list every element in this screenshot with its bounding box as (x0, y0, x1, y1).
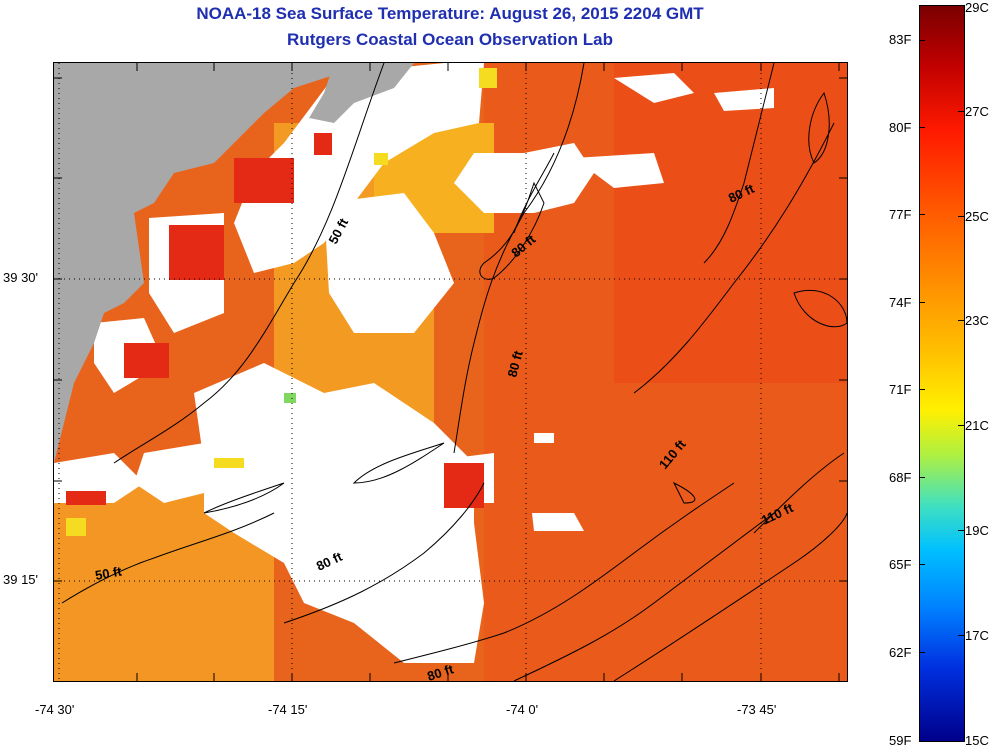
contour-label: 80 ft (425, 661, 456, 681)
colorbar-label-f: 80F (889, 120, 912, 135)
colorbar-label-f: 59F (889, 733, 912, 748)
warm-patch (124, 343, 169, 378)
colorbar-label-c: 17C (965, 628, 989, 643)
warm-hotspots (66, 133, 484, 508)
map-subtitle: Rutgers Coastal Ocean Observation Lab (287, 30, 613, 49)
land-mass (309, 63, 414, 123)
cloud-patch (134, 443, 204, 503)
contour-label: 80 ft (504, 348, 526, 378)
warm-patch (314, 133, 332, 155)
temperature-colorbar (919, 5, 965, 742)
longitude-label: -73 45' (737, 702, 777, 717)
frame-ticks (54, 63, 847, 681)
colorbar-label-f: 71F (889, 382, 912, 397)
graticule (54, 63, 847, 681)
contour-line (61, 512, 275, 604)
longitude-label: -74 0' (506, 702, 539, 717)
warm-patch (169, 225, 224, 280)
cool-patch (479, 68, 497, 88)
cloud-patch (454, 143, 594, 213)
colorbar-label-f: 65F (889, 557, 912, 572)
colorbar-label-c: 27C (965, 104, 989, 119)
colorbar-label-c: 25C (965, 209, 989, 224)
colorbar-label-f: 62F (889, 645, 912, 660)
contour-line (513, 152, 555, 234)
cloud-patch (574, 153, 664, 188)
colorbar-label-c: 19C (965, 523, 989, 538)
bathymetry-contours (61, 63, 847, 681)
colorbar-label-f: 68F (889, 470, 912, 485)
cool-patch (66, 518, 86, 536)
contour-line (203, 482, 285, 514)
sst-map: 50 ft 80 ft 80 ft 80 ft 110 ft 110 ft 50… (53, 62, 848, 682)
offshore-warmer-area (614, 63, 847, 383)
colorbar-label-c: 21C (965, 418, 989, 433)
warm-patch (234, 158, 294, 203)
cool-patch-green (284, 393, 296, 403)
longitude-label: -74 30' (35, 702, 75, 717)
colorbar-label-c: 29C (965, 0, 989, 15)
map-title: NOAA-18 Sea Surface Temperature: August … (196, 4, 704, 23)
cloud-patch (614, 73, 694, 103)
contour-line (793, 289, 847, 328)
contour-line (808, 91, 830, 164)
cloud-patch (234, 63, 484, 273)
colorbar-label-f: 77F (889, 207, 912, 222)
contour-line (613, 512, 847, 681)
cloud-patch (54, 453, 144, 503)
sst-map-canvas: 50 ft 80 ft 80 ft 80 ft 110 ft 110 ft 50… (54, 63, 847, 681)
land-mass (54, 63, 334, 463)
contour-line (113, 63, 385, 464)
contour-line (753, 452, 845, 534)
colorbar-label-f: 83F (889, 32, 912, 47)
cool-spots (66, 68, 497, 536)
contour-label: 50 ft (94, 563, 124, 583)
contour-line (513, 512, 775, 681)
cloud-patch (324, 193, 454, 333)
latitude-label: 39 30' (3, 270, 39, 285)
cloud-patch (532, 513, 584, 531)
cool-patch (214, 458, 244, 468)
longitude-label: -74 15' (268, 702, 308, 717)
colorbar-label-f: 74F (889, 295, 912, 310)
contour-line (633, 122, 835, 394)
contour-line (283, 482, 485, 624)
cool-patch (374, 153, 388, 165)
latitude-label: 39 15' (3, 572, 39, 587)
cloud-patch (534, 433, 554, 443)
contour-line (393, 482, 735, 664)
colorbar-label-c: 15C (965, 733, 989, 748)
contour-line (453, 63, 585, 454)
contour-line (352, 442, 445, 484)
warm-patch (444, 463, 484, 508)
contour-line (672, 481, 696, 504)
contour-line (703, 63, 775, 264)
cloud-cover (54, 63, 774, 663)
cloud-patch (714, 88, 774, 111)
cloud-patch (194, 363, 484, 663)
colorbar-label-c: 23C (965, 313, 989, 328)
warm-patch (66, 491, 106, 505)
